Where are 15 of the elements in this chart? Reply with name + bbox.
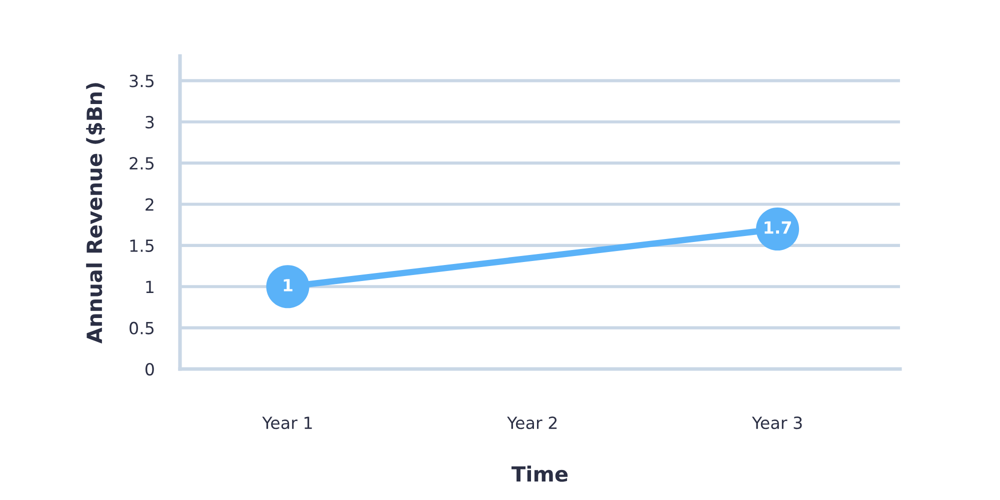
y-tick-label: 1.5 — [130, 240, 154, 252]
y-tick-label: 3.5 — [130, 74, 154, 88]
y-tick-label: 2.5 — [130, 157, 154, 170]
x-tick-label: Year 3 — [752, 416, 802, 430]
data-label: 1.7 — [764, 221, 791, 234]
y-axis-title: Annual Revenue ($Bn) — [86, 83, 106, 344]
data-label: 1 — [284, 279, 292, 292]
y-tick-label: 3 — [146, 116, 154, 128]
x-axis-title: Time — [512, 466, 568, 482]
x-tick-label: Year 2 — [507, 416, 557, 430]
y-tick-label: 0 — [145, 362, 154, 376]
y-tick-label: 0.5 — [130, 322, 154, 334]
x-tick-label: Year 1 — [262, 416, 312, 430]
y-tick-label: 2 — [146, 198, 154, 211]
y-tick-label: 1 — [146, 280, 154, 293]
